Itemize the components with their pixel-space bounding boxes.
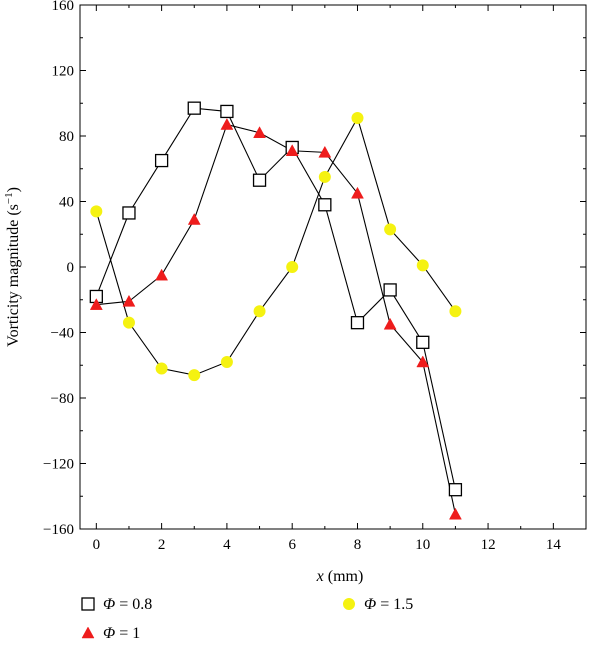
data-point-triangle	[155, 268, 169, 281]
x-tick-label: 12	[481, 537, 496, 553]
data-point-circle	[253, 305, 266, 318]
plot-frame	[79, 4, 587, 530]
data-point-square	[448, 483, 463, 497]
series-line-triangle	[96, 123, 456, 515]
x-tick-label: 4	[223, 537, 231, 553]
x-tick-label: 14	[546, 537, 562, 553]
data-point-square	[220, 104, 234, 119]
data-point-circle	[90, 205, 103, 218]
data-point-triangle	[89, 298, 103, 310]
y-tick-label: −80	[51, 391, 74, 407]
data-point-circle	[286, 261, 299, 273]
y-tick-label: 80	[59, 129, 74, 145]
axis-ticks	[80, 4, 586, 530]
x-tick-label: 0	[93, 537, 101, 553]
data-point-circle	[155, 362, 168, 375]
data-point-circle	[416, 259, 429, 272]
data-point-circle	[188, 369, 201, 382]
legend-symbol: Φ	[364, 596, 376, 613]
y-axis-label: Vorticity magnitude (s−1)	[3, 187, 22, 347]
data-point-square	[383, 283, 397, 297]
legend-marker-square	[81, 597, 95, 611]
data-point-triangle	[416, 355, 430, 368]
data-point-circle	[318, 170, 331, 183]
data-point-triangle	[187, 212, 201, 225]
x-tick-label: 6	[288, 537, 296, 553]
y-tick-label: −160	[43, 522, 74, 538]
legend-symbol: Φ	[103, 625, 115, 642]
series-markers	[89, 101, 463, 520]
axis-tick-labels: 0 2 4 6 8 10 12 14 160 120 80 40 0 −40 −80 −120 −160	[43, 0, 561, 553]
legend-value: = 1.5	[376, 596, 413, 613]
x-axis-unit: (mm)	[324, 568, 364, 585]
data-point-circle	[122, 316, 135, 329]
x-tick-label: 10	[415, 537, 430, 553]
data-point-triangle	[253, 126, 266, 138]
data-point-circle	[351, 111, 364, 124]
y-axis-label-exponent: −1	[3, 192, 15, 204]
data-point-square	[122, 206, 136, 220]
y-tick-label: 40	[59, 195, 74, 211]
data-point-triangle	[318, 145, 332, 158]
x-tick-label: 2	[158, 537, 166, 553]
series-line-square	[95, 107, 456, 490]
data-point-triangle	[220, 118, 234, 130]
data-point-square	[350, 316, 365, 330]
y-tick-label: −40	[51, 326, 74, 342]
data-point-square	[187, 101, 201, 115]
legend: Φ = 0.8Φ = 1Φ = 1.5	[81, 596, 413, 642]
y-tick-label: 0	[67, 260, 75, 276]
series-lines	[95, 107, 456, 515]
legend-marker-triangle	[81, 626, 95, 639]
data-point-square	[252, 173, 267, 187]
legend-label: Φ = 1.5	[364, 596, 413, 613]
data-point-square	[416, 335, 430, 349]
data-point-square	[318, 198, 332, 212]
y-tick-label: 160	[52, 0, 75, 14]
data-point-triangle	[122, 294, 136, 307]
data-point-triangle	[448, 507, 462, 520]
data-point-circle	[384, 223, 397, 236]
x-axis-variable: x	[316, 568, 324, 585]
legend-label: Φ = 1	[103, 625, 140, 642]
data-point-square	[154, 153, 169, 168]
x-axis-label: x (mm)	[316, 568, 364, 585]
legend-label: Φ = 0.8	[103, 596, 152, 613]
legend-value: = 1	[115, 625, 140, 642]
series-line-circle	[95, 116, 456, 376]
y-tick-label: 120	[52, 64, 75, 80]
data-point-triangle	[285, 144, 299, 156]
data-point-triangle	[351, 186, 364, 199]
y-axis-label-main: Vorticity magnitude (s	[5, 204, 22, 347]
legend-marker-circle	[343, 598, 355, 610]
x-tick-label: 8	[354, 537, 362, 553]
data-point-circle	[220, 355, 233, 368]
y-axis-label-close: )	[5, 187, 22, 192]
legend-symbol: Φ	[103, 596, 115, 613]
data-point-circle	[449, 305, 462, 318]
y-tick-label: −120	[43, 457, 74, 473]
data-point-triangle	[383, 317, 397, 330]
legend-value: = 0.8	[115, 596, 152, 613]
